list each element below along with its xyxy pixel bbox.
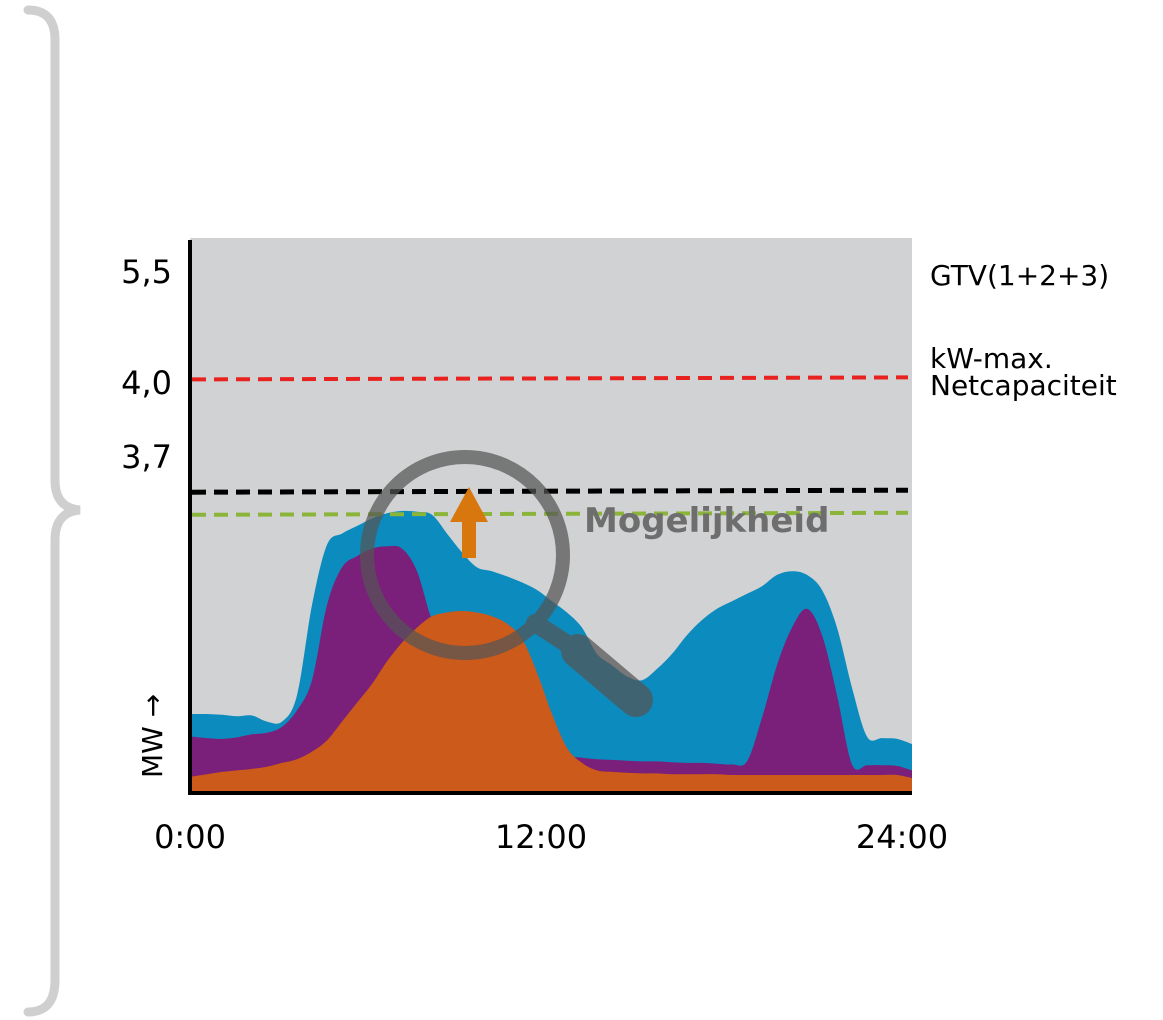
x-tick-label-12: 12:00 bbox=[495, 818, 587, 856]
y-tick-label-5-5: 5,5 bbox=[121, 253, 172, 291]
netcapaciteit-reference-line bbox=[191, 487, 909, 495]
x-tick-label-24: 24:00 bbox=[856, 818, 948, 856]
gtv-label: GTV(1+2+3) bbox=[930, 259, 1109, 292]
magnifier-icon bbox=[360, 450, 653, 717]
gtv-reference-line bbox=[191, 375, 909, 382]
callout-text: Mogelijkheid bbox=[584, 501, 829, 541]
arrow-up-icon bbox=[450, 487, 488, 558]
y-axis-label: MW → bbox=[136, 694, 169, 778]
curly-brace-icon bbox=[23, 5, 81, 1017]
y-tick-label-3-7: 3,7 bbox=[121, 438, 172, 476]
netcapaciteit-label: Netcapaciteit bbox=[930, 369, 1117, 402]
kw-max-label: kW-max. bbox=[930, 342, 1053, 375]
y-tick-label-4-0: 4,0 bbox=[121, 364, 172, 402]
x-tick-label-0: 0:00 bbox=[154, 818, 226, 856]
series-area-orange bbox=[192, 611, 912, 793]
